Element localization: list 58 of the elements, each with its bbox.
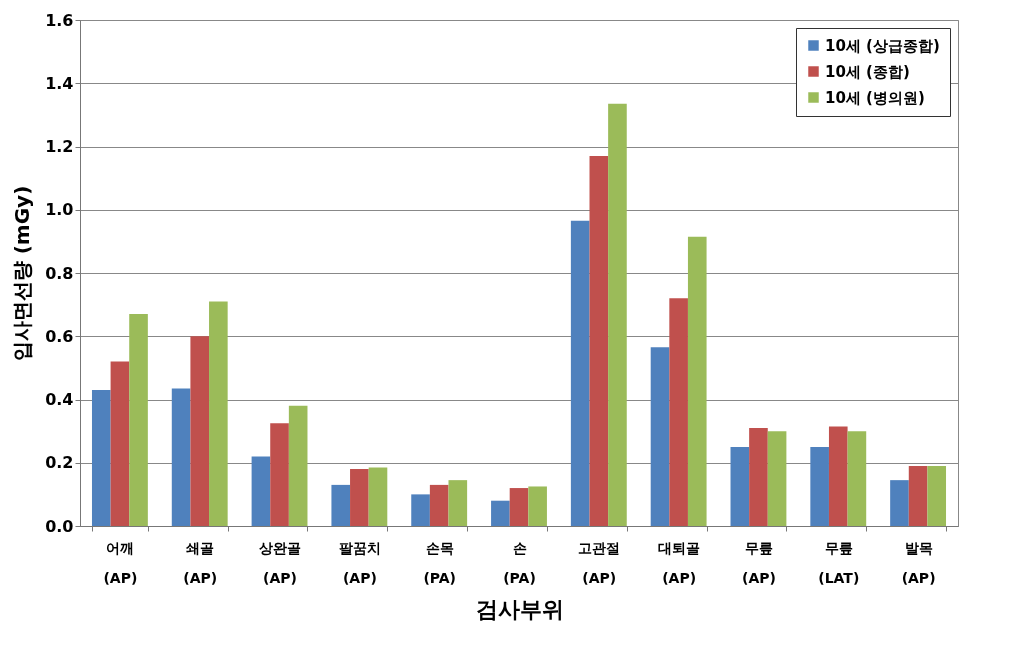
y-tick-label: 1.0 xyxy=(45,200,74,220)
bar xyxy=(190,336,210,526)
legend-label: 10세 (병의원) xyxy=(825,88,925,107)
bar xyxy=(749,427,768,526)
bar xyxy=(91,390,111,526)
y-tick-label: 0.0 xyxy=(45,516,74,536)
x-tick-label: 쇄골 (AP) xyxy=(183,539,218,586)
bar xyxy=(528,486,547,526)
x-tick-label: 발목 (AP) xyxy=(901,539,936,586)
x-tick-label: 상완골 (AP) xyxy=(259,539,302,586)
bar xyxy=(448,480,468,526)
bar xyxy=(110,361,130,526)
y-tick-label: 1.6 xyxy=(45,10,74,30)
legend-label: 10세 (상급종합) xyxy=(825,36,940,55)
y-tick-label: 0.4 xyxy=(45,390,74,409)
bar xyxy=(491,500,510,526)
bar xyxy=(890,480,909,526)
bar xyxy=(331,484,351,526)
y-tick-label: 1.4 xyxy=(45,73,74,93)
x-tick-label: 고관절 (AP) xyxy=(578,539,621,586)
bar xyxy=(171,388,191,526)
x-tick-label: 손목 (PA) xyxy=(423,539,456,586)
legend-label: 10세 (종합) xyxy=(825,62,910,81)
bar xyxy=(927,465,947,526)
y-tick-label: 1.2 xyxy=(45,137,74,156)
bar xyxy=(608,103,627,526)
bar xyxy=(429,484,449,526)
y-tick-label: 0.2 xyxy=(45,453,74,473)
bar xyxy=(810,446,829,526)
x-tick-label: 무릎 (LAT) xyxy=(818,539,860,586)
bar xyxy=(368,467,388,526)
bar xyxy=(509,488,529,526)
bar xyxy=(270,423,289,526)
bar xyxy=(570,220,590,526)
bar xyxy=(589,155,609,526)
bar xyxy=(411,494,430,526)
bar xyxy=(251,456,271,526)
bar xyxy=(669,298,688,526)
x-tick-label: 대퇴골 (AP) xyxy=(658,539,701,586)
bar xyxy=(650,347,670,526)
bar xyxy=(209,301,228,526)
bar xyxy=(288,405,308,526)
x-tick-label: 팔꿈치 (AP) xyxy=(338,539,381,586)
y-tick-label: 0.8 xyxy=(45,263,74,283)
x-axis-title: 검사부위 xyxy=(475,596,564,622)
bar xyxy=(687,236,707,526)
bar xyxy=(908,465,928,526)
bar xyxy=(129,314,148,526)
bar xyxy=(730,446,750,526)
y-tick-label: 0.6 xyxy=(45,326,74,346)
y-axis-title: 입사면선량 (mGy) xyxy=(10,185,35,362)
bar xyxy=(350,469,369,526)
bar xyxy=(847,431,867,526)
x-tick-label: 손 (PA) xyxy=(503,539,536,586)
bar xyxy=(828,426,848,526)
x-tick-label: 무릎 (AP) xyxy=(742,539,776,586)
x-tick-label: 어깨 (AP) xyxy=(103,539,138,586)
bar xyxy=(767,431,787,526)
